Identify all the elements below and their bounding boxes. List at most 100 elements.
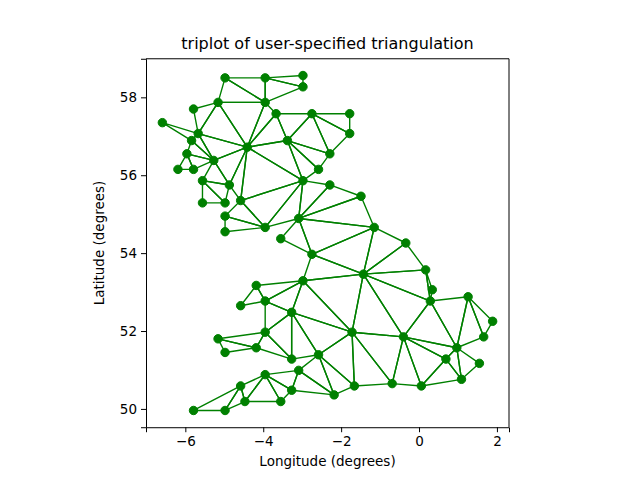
point: [236, 382, 244, 390]
triangle-edge: [256, 332, 291, 359]
point: [464, 293, 472, 301]
triangle-edge: [299, 355, 334, 395]
point: [261, 223, 269, 231]
point: [283, 136, 291, 144]
triangle-edge: [430, 297, 468, 348]
point: [453, 344, 461, 352]
point: [299, 176, 307, 184]
triangle-edge: [319, 355, 355, 395]
tick-mark: [497, 427, 498, 432]
triangle-edge: [312, 114, 350, 154]
tick: 58: [120, 89, 146, 105]
tick-mark: [141, 97, 146, 98]
point: [287, 386, 295, 394]
point: [475, 359, 483, 367]
point: [210, 156, 218, 164]
point: [345, 109, 353, 117]
tick: 2: [493, 427, 502, 449]
triangle-edge: [265, 76, 303, 87]
point: [294, 214, 302, 222]
point: [189, 165, 197, 173]
point: [299, 277, 307, 285]
triangle-edge: [363, 274, 430, 337]
point: [225, 181, 233, 189]
point: [189, 406, 197, 414]
point: [214, 98, 222, 106]
point: [198, 176, 206, 184]
tick-mark: [185, 427, 186, 432]
tick: −2: [332, 427, 352, 449]
point: [261, 328, 269, 336]
tick-mark: [419, 427, 420, 432]
tick: 0: [415, 427, 424, 449]
triangle-edge: [303, 274, 363, 332]
point: [261, 98, 269, 106]
tick-label: 50: [120, 401, 137, 417]
point: [174, 165, 182, 173]
point: [345, 129, 353, 137]
axis-line: [141, 59, 147, 427]
tick-label: 56: [120, 167, 137, 183]
point: [236, 196, 244, 204]
point: [348, 328, 356, 336]
tick-label: 54: [120, 245, 137, 261]
point: [326, 150, 334, 158]
point: [314, 351, 322, 359]
title: triplot of user-specified triangulation: [181, 34, 473, 53]
point: [187, 136, 195, 144]
spine-top: [146, 58, 509, 59]
triangle-edge: [312, 114, 350, 134]
point: [221, 406, 229, 414]
triangle-edge: [363, 243, 425, 274]
tick: 54: [120, 245, 146, 261]
triangle-edge: [247, 102, 276, 147]
point: [308, 109, 316, 117]
triangle-edge: [287, 141, 329, 170]
triangle-edge: [457, 297, 484, 348]
point: [299, 71, 307, 79]
triangle-edge: [292, 312, 352, 354]
triangle-edge: [265, 312, 291, 359]
point: [330, 391, 338, 399]
point: [426, 297, 434, 305]
triangle-edge: [265, 301, 291, 332]
triangle-edge: [265, 78, 303, 103]
triangle-edge: [363, 270, 430, 301]
spine-right: [509, 59, 510, 427]
point: [350, 382, 358, 390]
x-axis-label: Longitude (degrees): [259, 453, 395, 469]
point: [357, 192, 365, 200]
triangle-edge: [363, 227, 405, 274]
x-axis: −6 −4 −2 0 2: [147, 427, 510, 449]
point: [261, 297, 269, 305]
point: [442, 355, 450, 363]
triangle-edge: [194, 386, 241, 411]
point: [457, 375, 465, 383]
point: [221, 74, 229, 82]
point: [241, 397, 249, 405]
background: [0, 0, 640, 480]
tick-mark: [141, 253, 146, 254]
tick-label: 58: [120, 89, 137, 105]
point: [402, 239, 410, 247]
point: [314, 165, 322, 173]
tick-label: −2: [332, 433, 352, 449]
tick-mark: [341, 427, 342, 432]
point: [221, 227, 229, 235]
point: [261, 370, 269, 378]
point: [252, 344, 260, 352]
y-axis: 50 52 54 56 58: [120, 59, 147, 427]
tick-label: −4: [254, 433, 274, 449]
point: [299, 83, 307, 91]
triangle-edge: [403, 301, 456, 348]
tick-label: −6: [176, 433, 196, 449]
point: [417, 382, 425, 390]
point: [272, 109, 280, 117]
triangle-edge: [218, 102, 265, 147]
point: [370, 223, 378, 231]
triangle-edge: [214, 147, 247, 185]
tick-label: 52: [120, 323, 137, 339]
tick-label: 2: [493, 433, 502, 449]
tick-mark: [141, 409, 146, 410]
point: [221, 212, 229, 220]
